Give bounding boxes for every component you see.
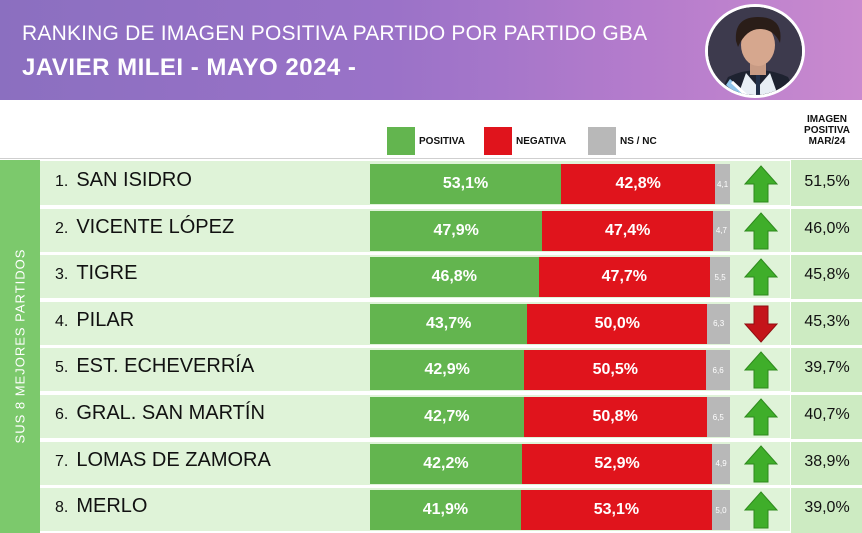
bar-segment-positiva: 43,7% (370, 303, 528, 344)
rank-number: 1. (55, 173, 69, 190)
trend-up-arrow-icon (743, 398, 779, 436)
bar-segment-negativa: 50,0% (527, 303, 708, 344)
stacked-bar: 43,7% 50,0% 6,3 (370, 303, 730, 344)
bar-segment-nsnc: 4,9 (712, 443, 730, 484)
header-banner: RANKING DE IMAGEN POSITIVA PARTIDO POR P… (0, 0, 862, 100)
bar-segment-nsnc: 4,1 (715, 164, 730, 204)
legend-label-negativa: NEGATIVA (516, 135, 567, 147)
partido-name: 6. GRAL. SAN MARTÍN (55, 402, 265, 425)
partido-name: 2. VICENTE LÓPEZ (55, 216, 234, 239)
row-divider (40, 438, 862, 442)
mar24-value: 39,0% (804, 499, 850, 517)
bar-segment-nsnc: 5,5 (710, 257, 730, 298)
partido-label: LOMAS DE ZAMORA (76, 448, 271, 471)
partido-name: 7. LOMAS DE ZAMORA (55, 449, 271, 472)
bar-segment-nsnc: 6,3 (707, 303, 730, 344)
mar24-value: 40,7% (804, 406, 850, 423)
legend-label-nsnc: NS / NC (620, 135, 657, 147)
trend-up-arrow-icon (743, 211, 779, 250)
mar24-header-line-1: IMAGEN (807, 114, 847, 125)
stacked-bar: 47,9% 47,4% 4,7 (370, 210, 730, 251)
row-divider (40, 345, 862, 349)
legend-swatch-positiva (387, 127, 415, 155)
stacked-bar: 42,2% 52,9% 4,9 (370, 443, 730, 484)
legend-negativa: NEGATIVA (484, 127, 566, 155)
legend-swatch-nsnc (588, 127, 616, 155)
rank-number: 7. (55, 452, 69, 470)
bar-segment-negativa: 47,7% (538, 257, 711, 298)
mar24-value: 38,9% (804, 452, 850, 470)
trend-up-arrow-icon (743, 258, 779, 296)
bar-segment-negativa: 47,4% (542, 210, 713, 251)
mar24-column-header: IMAGEN POSITIVA MAR/24 (793, 114, 861, 147)
partido-name: 1. SAN ISIDRO (55, 169, 192, 192)
partido-label: SAN ISIDRO (76, 169, 192, 191)
trend-up-arrow-icon (743, 444, 779, 483)
trend-up-arrow-icon (743, 351, 779, 389)
partido-name: 3. TIGRE (55, 262, 137, 285)
rank-number: 8. (55, 499, 69, 517)
bar-segment-positiva: 42,9% (370, 350, 525, 391)
bar-segment-positiva: 53,1% (370, 164, 562, 204)
rank-number: 3. (55, 266, 69, 284)
partido-label: PILAR (76, 308, 135, 331)
milei-portrait (705, 4, 805, 98)
bar-segment-positiva: 42,7% (370, 397, 524, 437)
mar24-value: 45,8% (804, 266, 850, 284)
title-line-2: JAVIER MILEI - MAYO 2024 - (22, 54, 357, 81)
header-divider (0, 158, 862, 159)
mar24-header-line-2: POSITIVA (804, 125, 850, 136)
bar-segment-positiva: 47,9% (370, 210, 543, 251)
partido-name: 8. MERLO (55, 495, 147, 518)
bar-segment-nsnc: 6,5 (706, 397, 730, 437)
row-divider (40, 252, 862, 256)
mar24-header-line-3: MAR/24 (808, 136, 846, 147)
partido-label: VICENTE LÓPEZ (76, 215, 235, 238)
legend-swatch-negativa (484, 127, 512, 155)
legend-positiva: POSITIVA (387, 127, 465, 155)
side-label: SUS 8 MEJORES PARTIDOS (12, 248, 28, 444)
mar24-value: 51,5% (804, 173, 850, 190)
mar24-value: 45,3% (804, 312, 850, 330)
stacked-bar: 46,8% 47,7% 5,5 (370, 257, 730, 298)
row-divider (40, 298, 862, 302)
partido-name: 5. EST. ECHEVERRÍA (55, 355, 254, 378)
rank-number: 5. (55, 359, 69, 377)
legend-nsnc: NS / NC (588, 127, 657, 155)
row-divider (40, 205, 862, 209)
bar-segment-positiva: 46,8% (370, 257, 539, 298)
row-divider (40, 392, 862, 395)
legend-label-positiva: POSITIVA (419, 135, 465, 147)
mar24-value: 39,7% (804, 359, 850, 377)
stacked-bar: 42,7% 50,8% 6,5 (370, 397, 730, 437)
bar-segment-negativa: 53,1% (520, 490, 712, 531)
stacked-bar: 41,9% 53,1% 5,0 (370, 490, 730, 531)
bar-segment-negativa: 50,8% (523, 397, 707, 437)
bar-segment-negativa: 42,8% (561, 164, 716, 204)
partido-label: EST. ECHEVERRÍA (76, 355, 255, 378)
mar24-value: 46,0% (804, 219, 850, 237)
rank-number: 2. (55, 219, 69, 237)
bar-segment-positiva: 41,9% (370, 490, 521, 531)
trend-up-arrow-icon (743, 491, 779, 529)
trend-up-arrow-icon (743, 165, 779, 203)
partido-label: GRAL. SAN MARTÍN (76, 402, 265, 424)
stacked-bar: 53,1% 42,8% 4,1 (370, 164, 730, 204)
bar-segment-negativa: 50,5% (524, 350, 707, 391)
rank-number: 6. (55, 406, 69, 423)
stacked-bar: 42,9% 50,5% 6,6 (370, 350, 730, 391)
partido-label: TIGRE (76, 262, 138, 285)
bar-segment-positiva: 42,2% (370, 443, 522, 484)
bar-segment-nsnc: 5,0 (711, 490, 730, 531)
bar-segment-negativa: 52,9% (521, 443, 713, 484)
partido-name: 4. PILAR (55, 309, 134, 332)
partido-label: MERLO (76, 495, 148, 518)
trend-down-arrow-icon (743, 305, 779, 343)
row-divider (40, 485, 862, 489)
title-line-1: RANKING DE IMAGEN POSITIVA PARTIDO POR P… (22, 22, 648, 45)
bar-segment-nsnc: 4,7 (712, 210, 730, 251)
side-panel: SUS 8 MEJORES PARTIDOS (0, 160, 40, 533)
rank-number: 4. (55, 312, 69, 330)
bar-segment-nsnc: 6,6 (706, 350, 730, 391)
